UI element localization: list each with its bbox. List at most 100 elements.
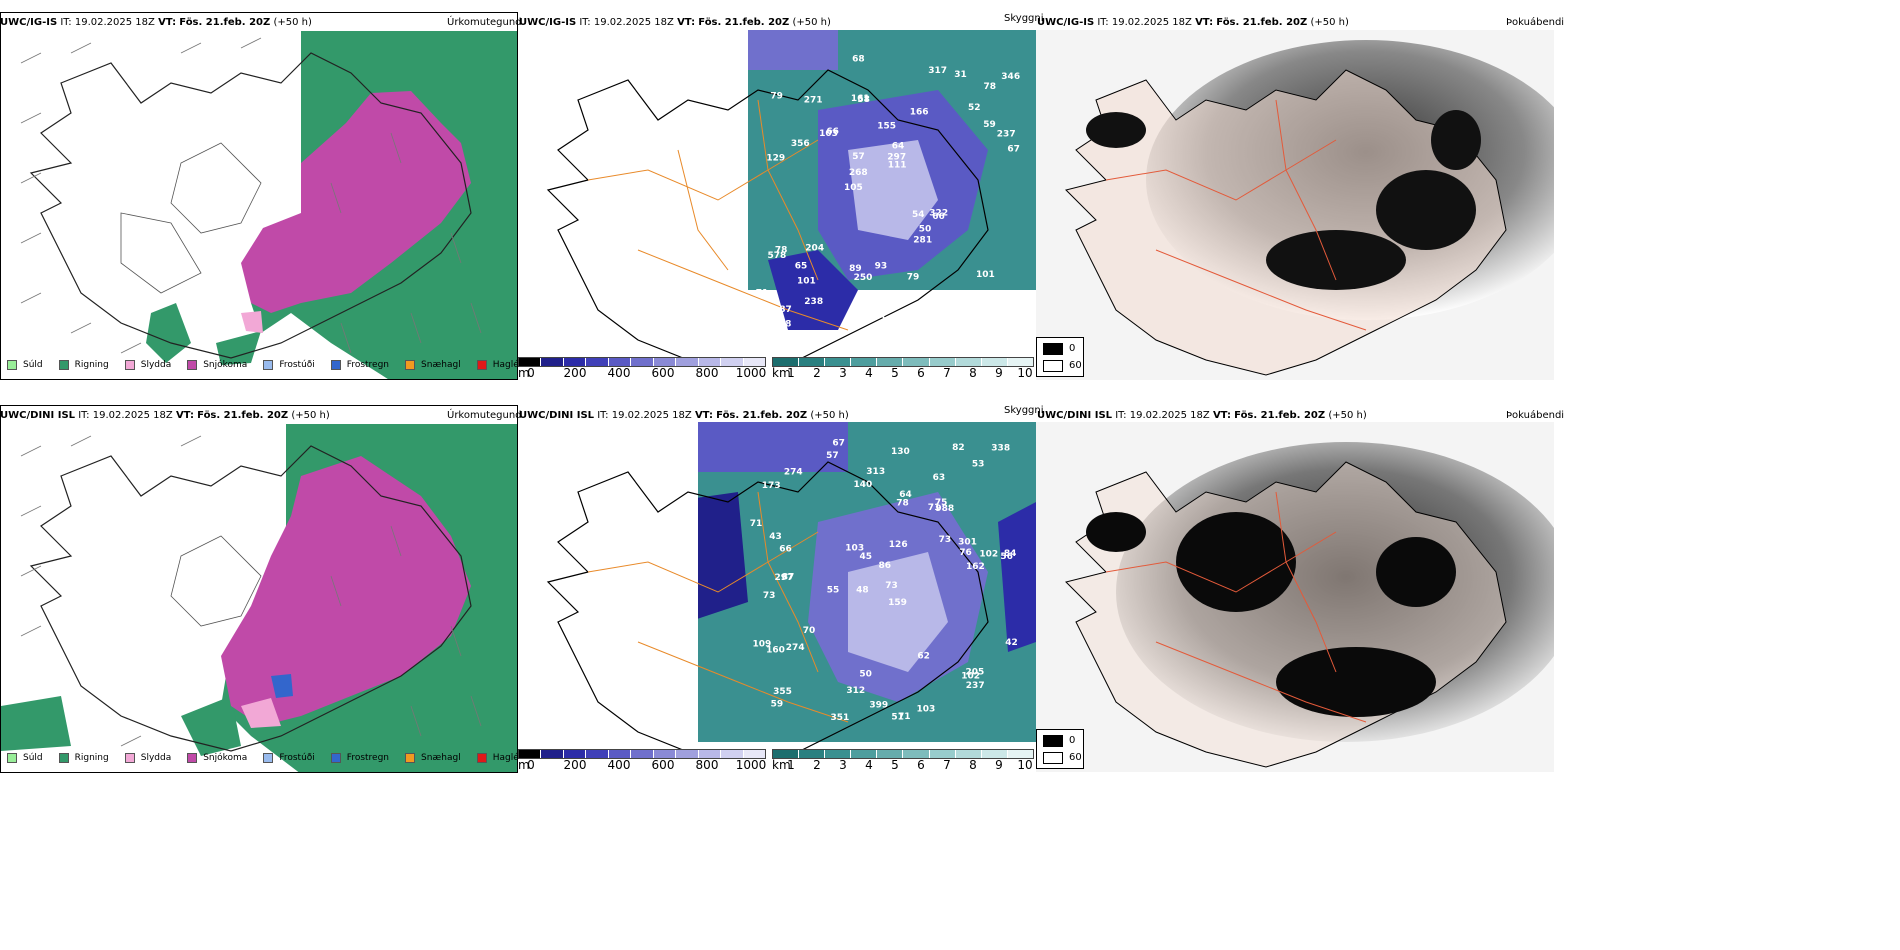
- colorbar-step: [799, 358, 826, 366]
- vt-label: VT:: [677, 17, 696, 28]
- colorbar-step: [877, 750, 904, 758]
- legend-swatch: [58, 753, 69, 763]
- cloud-base-label: 68: [852, 54, 865, 64]
- legend-label: Haglél: [492, 753, 517, 763]
- cloud-base-label: 87: [782, 573, 795, 583]
- visibility-unit: km: [772, 758, 791, 772]
- cloud-base-label: 204: [805, 244, 824, 254]
- colorbar-tick: 8: [969, 366, 977, 380]
- fog-map-row1: [1036, 30, 1554, 380]
- cloud-base-label: 268: [849, 168, 868, 178]
- colorbar-step: [608, 750, 632, 758]
- colorbar-tick: 6: [917, 758, 925, 772]
- it-value: 19.02.2025 18Z: [1129, 410, 1210, 421]
- colorbar-tick: 800: [695, 758, 719, 772]
- model-name: UWC/DINI ISL: [0, 410, 76, 421]
- cloud-base-label: 155: [877, 122, 896, 132]
- legend-label: Frostúði: [279, 753, 315, 763]
- colorbar-tick: 4: [865, 366, 873, 380]
- precip-legend-item: Rigning: [58, 360, 109, 370]
- cloud-base-label: 31: [954, 70, 967, 80]
- it-label: IT:: [597, 410, 609, 421]
- cloud-base-label: 109: [753, 639, 772, 649]
- it-label: IT:: [579, 17, 591, 28]
- colorbar-step: [541, 750, 564, 758]
- cloud-base-label: 173: [762, 481, 781, 491]
- cloud-base-label: 58: [857, 95, 870, 105]
- colorbar-tick: 4: [865, 758, 873, 772]
- vt-label: VT:: [694, 410, 713, 421]
- cloud-base-label: 317: [928, 66, 947, 76]
- cloud-base-label: 82: [952, 443, 965, 453]
- cloud-base-label: 129: [766, 153, 785, 163]
- cloud-base-label: 48: [856, 586, 869, 596]
- cloud-base-label: 126: [889, 540, 908, 550]
- colorbar-step: [608, 358, 632, 366]
- cloud-base-colorbar: [518, 357, 766, 367]
- header-row2-col2: UWC/DINI ISL IT: 19.02.2025 18Z VT: Fös.…: [519, 410, 849, 421]
- header-row1-col3: UWC/IG-IS IT: 19.02.2025 18Z VT: Fös. 21…: [1037, 17, 1349, 28]
- vt-value: Fös. 21.feb. 20Z: [716, 410, 808, 421]
- colorbar-step: [519, 750, 542, 758]
- colorbar-step: [903, 750, 930, 758]
- cloud-base-label: 351: [831, 713, 850, 723]
- lead-time: (+50 h): [810, 410, 849, 421]
- cloud-base-label: 274: [784, 468, 803, 478]
- cloud-title-row1: Skyggni: [1004, 13, 1044, 24]
- legend-swatch: [476, 753, 487, 763]
- legend-label: Haglél: [492, 360, 517, 370]
- colorbar-tick: 8: [969, 758, 977, 772]
- colorbar-step: [799, 750, 826, 758]
- colorbar-step: [743, 750, 765, 758]
- cloud-base-label: 73: [763, 591, 776, 601]
- visibility-ticks: 1 2 3 4 5 6 7 8 9 10: [787, 758, 1032, 772]
- cloud-base-label: 57: [826, 451, 839, 461]
- legend-swatch: [124, 753, 135, 763]
- vt-value: Fös. 21.feb. 20Z: [179, 17, 271, 28]
- cloud-base-label: 71: [898, 712, 911, 722]
- cloud-base-label: 71: [928, 503, 941, 513]
- cloud-base-label: 71: [756, 288, 769, 298]
- it-label: IT:: [1115, 410, 1127, 421]
- colorbar-step: [825, 358, 852, 366]
- fog-swatch-60: [1043, 752, 1063, 764]
- legend-label: Frostregn: [346, 753, 390, 763]
- fog-label-60: 60: [1069, 360, 1082, 371]
- colorbar-step: [929, 750, 956, 758]
- colorbar-tick: 0: [527, 758, 535, 772]
- colorbar-tick: 7: [943, 366, 951, 380]
- legend-label: Slydda: [140, 360, 172, 370]
- lead-time: (+50 h): [1328, 410, 1367, 421]
- model-name: UWC/IG-IS: [1037, 17, 1095, 28]
- legend-swatch: [58, 360, 69, 370]
- cloud-base-label: 301: [958, 538, 977, 548]
- cloud-base-label: 101: [797, 277, 816, 287]
- it-value: 19.02.2025 18Z: [611, 410, 692, 421]
- cloud-base-label: 86: [879, 561, 892, 571]
- cloud-base-label: 102: [961, 672, 980, 682]
- visibility-ticks: 1 2 3 4 5 6 7 8 9 10: [787, 366, 1032, 380]
- legend-swatch: [476, 360, 487, 370]
- vt-label: VT:: [158, 17, 177, 28]
- cloud-base-colorbar: [518, 749, 766, 759]
- legend-label: Snæhagl: [421, 360, 461, 370]
- colorbar-step: [563, 358, 587, 366]
- legend-swatch: [7, 360, 17, 370]
- colorbar-step: [721, 750, 744, 758]
- cloud-panel-row1: 116 129 78 105 166 87 161 155 78 66 71 101 58 64 66 79 6…: [518, 30, 1036, 360]
- colorbar-tick: 400: [607, 366, 631, 380]
- cloud-base-unit: m: [518, 758, 530, 772]
- colorbar-step: [981, 358, 1008, 366]
- cloud-base-label: 62: [917, 651, 930, 661]
- cloud-base-label: 159: [888, 598, 907, 608]
- vt-value: Fös. 21.feb. 20Z: [1216, 17, 1308, 28]
- colorbar-tick: 800: [695, 366, 719, 380]
- cloud-base-label: 89: [849, 264, 862, 274]
- cloud-base-label: 102: [979, 550, 998, 560]
- precip-legend-item: Frostúði: [263, 360, 315, 370]
- it-value: 19.02.2025 18Z: [593, 17, 674, 28]
- fog-legend-row1: 0 60: [1036, 337, 1084, 377]
- precip-title-row2: Úrkomutegund: [447, 410, 522, 421]
- fog-map-row2: [1036, 422, 1554, 772]
- precip-legend-item: Slydda: [124, 753, 171, 763]
